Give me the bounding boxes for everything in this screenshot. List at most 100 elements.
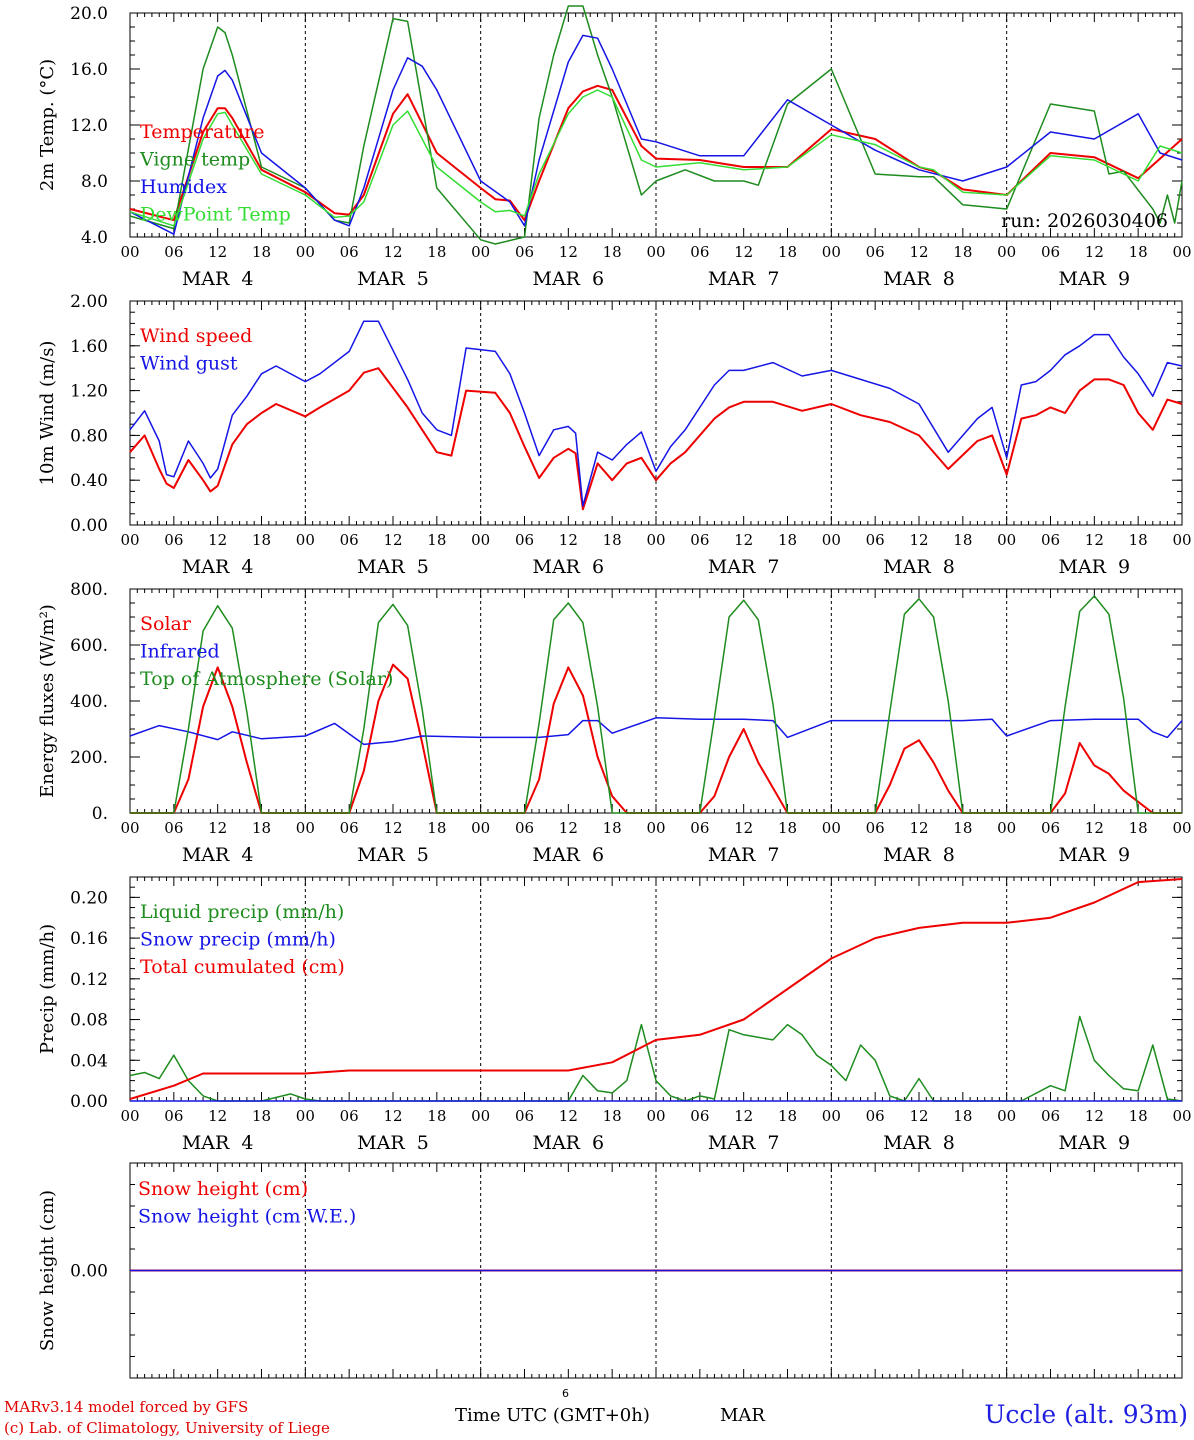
y-tick-label: 16.0 (70, 60, 108, 80)
x-tick-label: 18 (252, 243, 271, 261)
x-tick-label: 06 (690, 531, 709, 549)
x-tick-label: 18 (778, 819, 797, 837)
x-tick-label: 12 (208, 243, 227, 261)
x-tick-label: 00 (120, 243, 139, 261)
x-tick-label: 18 (252, 819, 271, 837)
y-tick-label: 400. (70, 692, 108, 712)
x-tick-label: 18 (778, 243, 797, 261)
x-tick-label: 00 (296, 1107, 315, 1125)
x-tick-label: 00 (1172, 531, 1191, 549)
day-label: MAR 5 (357, 844, 429, 866)
x-tick-label: 12 (734, 1107, 753, 1125)
x-tick-label: 12 (559, 819, 578, 837)
x-tick-label: 18 (603, 243, 622, 261)
x-tick-label: 06 (1041, 243, 1060, 261)
day-label: MAR 5 (357, 1132, 429, 1154)
x-tick-label: 00 (822, 243, 841, 261)
x-tick-label: 18 (1129, 1107, 1148, 1125)
y-tick-label: 2.00 (70, 292, 108, 312)
y-tick-label: 1.60 (70, 337, 108, 357)
day-label: MAR 4 (182, 556, 254, 578)
x-tick-label: 06 (866, 1107, 885, 1125)
y-tick-label: 0.12 (70, 970, 108, 990)
series-line-infrared (129, 717, 1183, 746)
legend-top-of-atmosphere-solar-: Top of Atmosphere (Solar) (140, 668, 393, 690)
x-tick-label: 18 (778, 531, 797, 549)
panel-3: 0. 200. 400. 600. 800. Energy fluxes (W/m²) 00… (37, 580, 1192, 866)
y-tick-label: 0.00 (70, 1092, 108, 1112)
panel-4: 0.00 0.04 0.08 0.12 0.16 0.20 Precip (mm/h) 00 0… (37, 876, 1192, 1154)
x-tick-label: 06 (340, 243, 359, 261)
legend-wind-gust: Wind gust (140, 353, 238, 375)
legend-liquid-precip-mm-h-: Liquid precip (mm/h) (140, 901, 344, 923)
x-tick-label: 12 (208, 1107, 227, 1125)
x-tick-label: 06 (340, 531, 359, 549)
x-tick-label: 18 (1129, 531, 1148, 549)
legend-humidex: Humidex (140, 176, 227, 198)
legend-snow-height-cm-: Snow height (cm) (138, 1178, 308, 1200)
y-tick-label: 8.0 (81, 172, 108, 192)
x-tick-label: 06 (866, 531, 885, 549)
x-tick-label: 06 (1041, 531, 1060, 549)
x-tick-label: 06 (866, 819, 885, 837)
x-tick-label: 06 (690, 243, 709, 261)
x-tick-label: 00 (997, 531, 1016, 549)
x-tick-label: 12 (1085, 531, 1104, 549)
x-tick-label: 18 (427, 531, 446, 549)
x-tick-label: 12 (734, 819, 753, 837)
y-axis-title: Precip (mm/h) (37, 924, 58, 1054)
x-tick-label: 12 (1085, 243, 1104, 261)
y-axis-title: Snow height (cm) (37, 1190, 58, 1351)
y-tick-label: 20.0 (70, 4, 108, 24)
x-tick-label: 18 (427, 243, 446, 261)
x-tick-label: 00 (646, 243, 665, 261)
x-tick-label: 00 (471, 819, 490, 837)
x-tick-label: 18 (427, 1107, 446, 1125)
x-tick-label: 06 (690, 819, 709, 837)
panel-1: 4.0 8.0 12.0 16.0 20.0 2m Temp. (°C) 00 06 12 18 0… (37, 4, 1192, 290)
x-tick-label: 12 (383, 819, 402, 837)
x-tick-label: 06 (515, 819, 534, 837)
model-credit-line: MARv3.14 model forced by GFS (4, 1398, 249, 1416)
y-tick-label: 0. (92, 804, 108, 824)
y-tick-label: 0.08 (70, 1011, 108, 1031)
x-tick-label: 00 (646, 1107, 665, 1125)
x-tick-label: 00 (296, 531, 315, 549)
time-axis-title: Time UTC (GMT+0h) (455, 1405, 650, 1426)
y-tick-label: 12.0 (70, 116, 108, 136)
x-tick-label: 12 (909, 1107, 928, 1125)
x-tick-label: 18 (778, 1107, 797, 1125)
day-label: MAR 5 (357, 268, 429, 290)
x-tick-label: 00 (1172, 1107, 1191, 1125)
y-tick-label: 0.40 (70, 471, 108, 491)
y-tick-label: 200. (70, 748, 108, 768)
legend-solar: Solar (140, 613, 192, 635)
lab-credit-line: (c) Lab. of Climatology, University of L… (4, 1419, 330, 1437)
x-tick-label: 18 (603, 531, 622, 549)
x-tick-label: 18 (427, 819, 446, 837)
x-tick-label: 12 (559, 531, 578, 549)
day-label: MAR 8 (883, 1132, 955, 1154)
x-tick-label: 00 (120, 531, 139, 549)
x-tick-label: 00 (120, 819, 139, 837)
x-tick-label: 12 (1085, 1107, 1104, 1125)
y-tick-label: 800. (70, 580, 108, 600)
x-tick-label: 12 (559, 243, 578, 261)
y-tick-label: 1.20 (70, 382, 108, 402)
x-tick-label: 12 (909, 819, 928, 837)
x-tick-label: 06 (515, 531, 534, 549)
panel-frame (129, 300, 1183, 526)
x-tick-label: 00 (471, 531, 490, 549)
day-label: MAR 7 (708, 268, 780, 290)
x-tick-label: 00 (997, 243, 1016, 261)
x-tick-label: 18 (1129, 243, 1148, 261)
series-line-wind-gust (129, 320, 1183, 507)
y-axis-title: 10m Wind (m/s) (37, 341, 58, 486)
y-axis-title: Energy fluxes (W/m²) (37, 604, 58, 798)
x-tick-label: 06 (1041, 819, 1060, 837)
x-tick-label: 06 (164, 819, 183, 837)
x-tick-label: 18 (252, 531, 271, 549)
day-label: MAR 6 (533, 1132, 605, 1154)
series-line-wind-speed (129, 367, 1183, 511)
